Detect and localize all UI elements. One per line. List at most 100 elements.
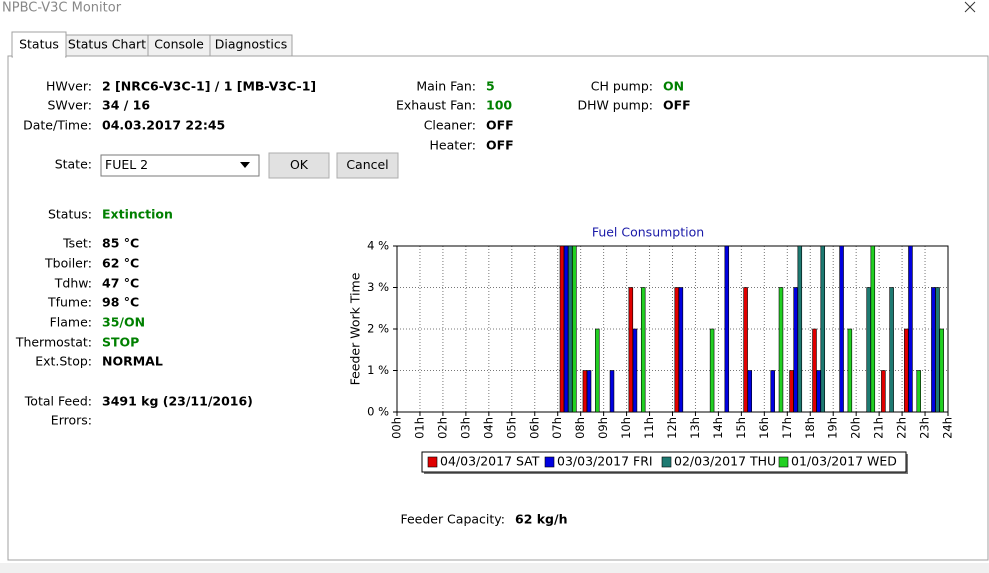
y-tick-label: 0 % (367, 405, 389, 419)
field-value: 100 (486, 98, 512, 113)
bar (770, 370, 775, 413)
field-label: DHW pump: (577, 98, 653, 113)
x-tick-label: 08h (573, 417, 587, 439)
button[interactable]: Cancel (336, 152, 399, 179)
field-value: 04.03.2017 22:45 (102, 118, 225, 133)
button-label: OK (290, 157, 309, 172)
bar (586, 370, 592, 413)
bar (640, 287, 646, 413)
field-label: Tfume: (47, 295, 92, 310)
legend-label: 03/03/2017 FRI (557, 454, 653, 469)
x-tick-label: 13h (688, 417, 702, 439)
x-tick-label: 24h (941, 417, 955, 439)
state-dropdown[interactable]: FUEL 2 (100, 154, 260, 177)
bar (724, 245, 730, 413)
bar (847, 328, 853, 413)
x-tick-label: 07h (550, 417, 564, 439)
x-tick-label: 15h (734, 417, 748, 439)
tab[interactable]: Diagnostics (209, 34, 293, 57)
x-tick-label: 21h (872, 417, 886, 439)
bar (709, 328, 715, 413)
legend-swatch (544, 456, 555, 468)
bar (916, 370, 921, 413)
x-tick-label: 02h (435, 417, 449, 439)
close-icon (964, 1, 976, 13)
bar (816, 370, 821, 413)
x-tick-label: 23h (918, 417, 932, 439)
field-label: Thermostat: (15, 335, 92, 350)
bar (839, 245, 844, 413)
field-value: 3491 kg (23/11/2016) (102, 394, 253, 409)
bar (881, 370, 886, 413)
legend-swatch (661, 456, 672, 468)
x-tick-label: 12h (665, 417, 679, 439)
x-tick-label: 19h (826, 417, 840, 439)
tab[interactable]: Status (11, 31, 67, 58)
field-value: 47 °C (102, 276, 139, 291)
x-tick-label: 11h (642, 417, 656, 439)
field-label: Ext.Stop: (35, 354, 92, 369)
legend-label: 04/03/2017 SAT (440, 454, 540, 469)
field-value: Extinction (102, 207, 173, 222)
field-value: 62 °C (102, 256, 139, 271)
button[interactable]: OK (268, 152, 330, 179)
window-title: NPBC-V3C Monitor (2, 1, 122, 16)
x-tick-label: 09h (596, 417, 610, 439)
tab-bar: Status Status Chart Console Diagnostics (11, 31, 293, 58)
bar (563, 245, 569, 413)
x-tick-label: 04h (481, 417, 495, 439)
chart-title: Fuel Consumption (592, 225, 704, 240)
bar (789, 370, 794, 413)
field-value: OFF (486, 118, 514, 133)
bar (908, 245, 913, 413)
field-label: Errors: (51, 413, 92, 428)
tab[interactable]: Console (147, 34, 211, 57)
field-value: STOP (102, 335, 139, 350)
x-tick-label: 05h (504, 417, 518, 439)
field-value: ON (663, 79, 684, 94)
x-tick-label: 03h (458, 417, 472, 439)
x-tick-label: 00h (390, 417, 404, 439)
field-label: Cleaner: (424, 118, 476, 133)
field-label: Tboiler: (44, 256, 92, 271)
tab-label: Status Chart (68, 37, 146, 52)
button-face (268, 152, 330, 179)
field-label: Heater: (430, 138, 476, 153)
bar (793, 287, 798, 413)
field-label: Tset: (62, 236, 92, 251)
field-value: 35/ON (102, 315, 145, 330)
tab-join (13, 55, 65, 58)
field-value: 62 kg/h (515, 512, 567, 527)
bar (595, 328, 600, 413)
field-value: NORMAL (102, 354, 163, 369)
close-button[interactable] (964, 1, 976, 13)
tab-label: Console (154, 37, 204, 52)
field-value: 85 °C (102, 236, 139, 251)
status-content: HWver: 2 [NRC6-V3C-1] / 1 [MB-V3C-1] SWver… (15, 79, 691, 527)
bar (628, 287, 634, 413)
y-axis-label: Feeder Work Time (348, 272, 363, 385)
tab[interactable]: Status Chart (65, 34, 149, 57)
legend-label: 01/03/2017 WED (791, 454, 897, 469)
x-tick-label: 01h (412, 417, 426, 439)
tab-label: Status (19, 37, 59, 52)
field-label: HWver: (46, 79, 92, 94)
bar (866, 287, 871, 413)
field-value: 2 [NRC6-V3C-1] / 1 [MB-V3C-1] (102, 79, 316, 94)
x-tick-label: 14h (711, 417, 725, 439)
dropdown-box (100, 154, 260, 177)
x-tick-label: 17h (780, 417, 794, 439)
bar (632, 328, 638, 413)
button-face (336, 152, 399, 179)
field-label: Feeder Capacity: (400, 512, 505, 527)
field-label: SWver: (47, 98, 92, 113)
x-tick-label: 22h (895, 417, 909, 439)
bar (889, 287, 894, 413)
plot-frame (396, 245, 949, 413)
bar (797, 245, 803, 413)
bar (939, 328, 944, 413)
y-tick-label: 1 % (367, 363, 389, 377)
field-label: CH pump: (591, 79, 653, 94)
field-label: Date/Time: (23, 118, 92, 133)
